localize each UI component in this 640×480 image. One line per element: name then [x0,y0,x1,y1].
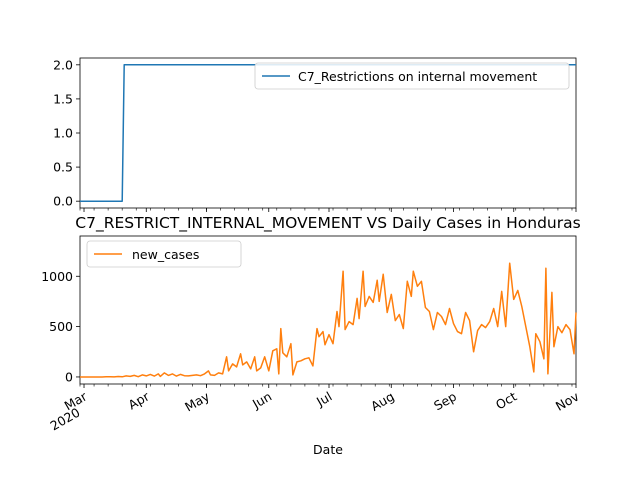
cases-legend-label: new_cases [132,247,199,262]
restrictions-y-ticks: 0.0 0.5 1.0 1.5 2.0 [53,57,577,212]
cases-legend-box [86,240,242,268]
cases-x-tick-label: Jul [313,389,334,410]
cases-y-ticks: 0 500 1000 [41,269,80,384]
cases-line [80,262,577,378]
restrictions-panel: 0.0 0.5 1.0 1.5 2.0 C7_Restrictions on inter… [53,57,577,212]
restrictions-y-tick-label: 1.5 [53,91,73,106]
restrictions-legend-box [254,62,570,90]
cases-legend: new_cases [86,240,242,268]
cases-chart-title: C7_RESTRICT_INTERNAL_MOVEMENT VS Daily C… [75,214,580,233]
restrictions-legend: C7_Restrictions on internal movement [254,62,570,90]
cases-y-tick-label: 0 [65,369,73,384]
restrictions-y-tick-label: 0.5 [53,160,73,175]
cases-axes-frame [79,235,577,385]
restrictions-legend-label: C7_Restrictions on internal movement [298,69,537,84]
restrictions-y-tick-label: 0.0 [53,194,73,209]
cases-y-tick-label: 1000 [41,269,73,284]
restrictions-y-tick-label: 1.0 [53,126,73,141]
cases-series [80,262,577,378]
cases-x-axis-label: Date [313,442,343,457]
cases-y-tick-label: 500 [49,319,73,334]
restrictions-y-tick-label: 2.0 [53,57,73,72]
